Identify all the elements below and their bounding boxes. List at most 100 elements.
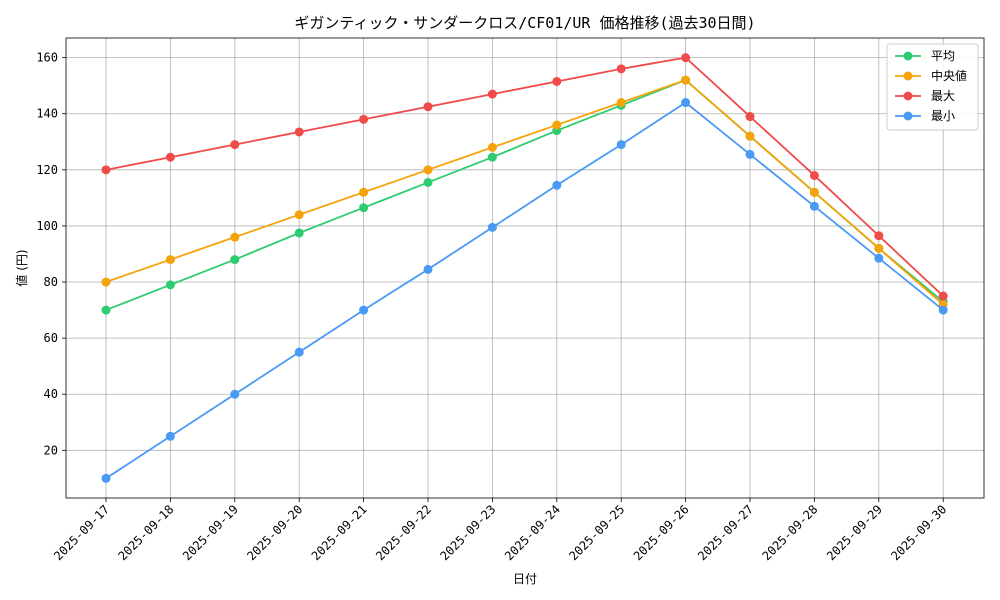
data-point bbox=[230, 232, 240, 242]
legend-label: 最大 bbox=[931, 89, 955, 103]
data-point bbox=[616, 98, 626, 108]
data-point bbox=[423, 177, 433, 187]
data-point bbox=[165, 431, 175, 441]
data-point bbox=[359, 114, 369, 124]
data-point bbox=[809, 170, 819, 180]
data-point bbox=[616, 140, 626, 150]
data-point bbox=[552, 120, 562, 130]
data-point bbox=[165, 280, 175, 290]
data-point bbox=[294, 127, 304, 137]
legend-item: 平均 bbox=[895, 49, 955, 63]
y-tick-label: 160 bbox=[36, 51, 58, 65]
series-line bbox=[105, 101, 944, 480]
y-axis-label: 値 (円) bbox=[14, 249, 29, 286]
data-point bbox=[552, 76, 562, 86]
y-axis-ticks: 20 40 60 80 100 120 140 160 bbox=[36, 51, 66, 457]
legend-item: 中央値 bbox=[895, 68, 967, 83]
series-3 bbox=[101, 98, 948, 483]
legend-box bbox=[886, 43, 979, 131]
y-tick-label: 120 bbox=[36, 163, 58, 177]
x-tick-label: 2025-09-21 bbox=[309, 502, 370, 563]
series-lines bbox=[101, 53, 948, 483]
legend-marker bbox=[903, 91, 913, 101]
data-point bbox=[809, 187, 819, 197]
data-point bbox=[938, 291, 948, 301]
legend-label: 最小 bbox=[931, 109, 955, 123]
data-point bbox=[487, 152, 497, 162]
legend-marker bbox=[903, 71, 913, 81]
data-point bbox=[745, 149, 755, 159]
data-point bbox=[359, 187, 369, 197]
data-point bbox=[745, 131, 755, 141]
x-tick-label: 2025-09-23 bbox=[438, 502, 499, 563]
legend-item: 最大 bbox=[895, 89, 955, 103]
data-point bbox=[230, 255, 240, 265]
x-tick-label: 2025-09-30 bbox=[888, 502, 949, 563]
plot-frame bbox=[65, 37, 985, 499]
data-point bbox=[552, 180, 562, 190]
data-point bbox=[101, 305, 111, 315]
legend-marker bbox=[903, 51, 913, 61]
data-point bbox=[809, 201, 819, 211]
data-point bbox=[938, 305, 948, 315]
x-axis-ticks: 2025-09-17 2025-09-18 2025-09-19 2025-09-20… bbox=[51, 498, 949, 563]
data-point bbox=[487, 222, 497, 232]
data-point bbox=[101, 277, 111, 287]
x-tick-label: 2025-09-27 bbox=[695, 502, 756, 563]
data-point bbox=[359, 305, 369, 315]
x-tick-label: 2025-09-25 bbox=[566, 502, 627, 563]
y-tick-label: 20 bbox=[44, 443, 58, 457]
data-point bbox=[745, 112, 755, 122]
y-tick-label: 80 bbox=[44, 275, 58, 289]
data-point bbox=[359, 203, 369, 213]
series-line bbox=[105, 56, 944, 297]
y-tick-label: 140 bbox=[36, 107, 58, 121]
data-point bbox=[165, 255, 175, 265]
series-1 bbox=[101, 75, 948, 309]
x-tick-label: 2025-09-18 bbox=[116, 502, 177, 563]
y-tick-label: 40 bbox=[44, 387, 58, 401]
x-tick-label: 2025-09-17 bbox=[51, 502, 112, 563]
data-point bbox=[294, 347, 304, 357]
data-point bbox=[101, 165, 111, 175]
data-point bbox=[874, 253, 884, 263]
y-tick-label: 100 bbox=[36, 219, 58, 233]
series-2 bbox=[101, 53, 948, 301]
data-point bbox=[681, 53, 691, 63]
y-tick-label: 60 bbox=[44, 331, 58, 345]
data-point bbox=[165, 152, 175, 162]
x-tick-label: 2025-09-19 bbox=[180, 502, 241, 563]
grid bbox=[66, 38, 984, 498]
x-tick-label: 2025-09-28 bbox=[760, 502, 821, 563]
data-point bbox=[101, 473, 111, 483]
data-point bbox=[423, 264, 433, 274]
legend-item: 最小 bbox=[895, 109, 955, 123]
data-point bbox=[423, 102, 433, 112]
data-point bbox=[423, 165, 433, 175]
series-0 bbox=[101, 75, 948, 315]
x-tick-label: 2025-09-24 bbox=[502, 502, 563, 563]
data-point bbox=[294, 228, 304, 238]
data-point bbox=[616, 64, 626, 74]
data-point bbox=[294, 210, 304, 220]
data-point bbox=[874, 231, 884, 241]
data-point bbox=[487, 89, 497, 99]
x-tick-label: 2025-09-20 bbox=[244, 502, 305, 563]
x-tick-label: 2025-09-29 bbox=[824, 502, 885, 563]
data-point bbox=[230, 140, 240, 150]
x-axis-label: 日付 bbox=[513, 572, 537, 586]
chart-title: ギガンティック・サンダークロス/CF01/UR 価格推移(過去30日間) bbox=[294, 14, 755, 32]
data-point bbox=[681, 75, 691, 85]
legend-label: 平均 bbox=[931, 49, 955, 63]
x-tick-label: 2025-09-22 bbox=[373, 502, 434, 563]
legend-marker bbox=[903, 111, 913, 121]
data-point bbox=[681, 98, 691, 108]
series-line bbox=[105, 79, 944, 306]
legend-label: 中央値 bbox=[931, 68, 967, 83]
data-point bbox=[487, 142, 497, 152]
x-tick-label: 2025-09-26 bbox=[631, 502, 692, 563]
data-point bbox=[874, 243, 884, 253]
data-point bbox=[230, 389, 240, 399]
